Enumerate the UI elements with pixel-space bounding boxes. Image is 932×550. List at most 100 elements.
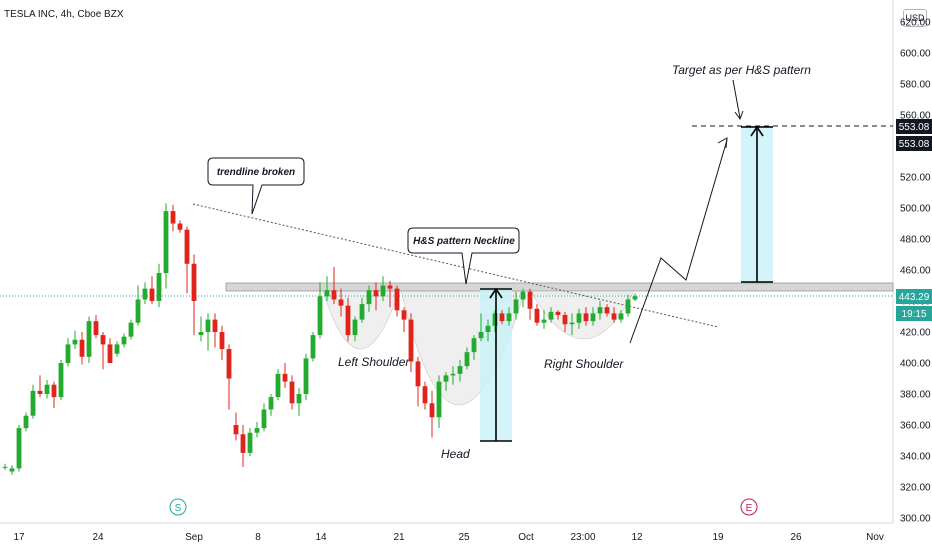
candle: [443, 372, 449, 391]
candle-body: [471, 338, 477, 353]
candle: [618, 310, 624, 323]
candle: [170, 204, 176, 232]
candle: [9, 465, 15, 475]
candle: [296, 387, 302, 416]
candle: [310, 332, 316, 362]
left-shoulder-label: Left Shoulder: [338, 355, 410, 369]
candle-body: [506, 313, 512, 322]
candle-body: [352, 319, 358, 336]
candle: [457, 359, 463, 382]
candle: [156, 263, 162, 308]
candle-body: [310, 335, 316, 359]
split-event-label: S: [175, 503, 182, 514]
candle-body: [149, 288, 155, 301]
x-axis: 17 24 Sep 8 14 21 25 Oct 23:00 12 19 26 Nov: [13, 532, 883, 543]
x-tick-label: 23:00: [570, 532, 595, 543]
candle-body: [303, 358, 309, 394]
candle: [625, 294, 631, 317]
candle-body: [394, 288, 400, 311]
candle-body: [436, 381, 442, 418]
y-tick-label: 420.00: [900, 328, 931, 339]
candle-body: [401, 310, 407, 320]
candle-body: [576, 313, 582, 323]
y-tick-label: 480.00: [900, 235, 931, 246]
split-event-marker[interactable]: S: [169, 498, 187, 516]
candle: [373, 282, 379, 311]
y-tick-label: 320.00: [900, 483, 931, 494]
candle: [492, 310, 498, 332]
target-annotation: Target as per H&S pattern: [672, 63, 811, 77]
trendline: [192, 203, 719, 328]
y-tick-label: 460.00: [900, 266, 931, 277]
candle: [191, 254, 197, 336]
candle: [289, 375, 295, 410]
x-tick-label: 26: [790, 532, 802, 543]
candle: [485, 319, 491, 342]
svg-text:19:15: 19:15: [901, 309, 926, 320]
current-price-label: 443.29: [896, 289, 932, 304]
candle: [548, 307, 554, 323]
candle-body: [366, 290, 372, 305]
candle: [345, 297, 351, 342]
candle-body: [317, 296, 323, 336]
candle-body: [604, 307, 610, 314]
candle: [51, 381, 57, 408]
candle-body: [226, 349, 232, 379]
target-price-label-lower: 553.08: [896, 136, 932, 151]
candle: [86, 316, 92, 363]
candle: [121, 333, 127, 348]
x-tick-label: Oct: [518, 532, 534, 543]
candle: [23, 412, 29, 432]
candle: [219, 325, 225, 360]
candle: [604, 304, 610, 317]
candle: [338, 288, 344, 317]
neckline-callout: H&S pattern Neckline: [407, 227, 520, 285]
candle: [37, 375, 43, 398]
candle-body: [450, 373, 456, 376]
candle: [401, 307, 407, 332]
candle-body: [499, 313, 505, 322]
candle-body: [457, 366, 463, 374]
y-axis: 620.00600.00580.00560.00540.00520.00500.…: [900, 18, 931, 525]
head-label: Head: [441, 447, 470, 461]
y-tick-label: 560.00: [900, 111, 931, 122]
candle: [632, 293, 638, 301]
candle: [464, 347, 470, 370]
candle-body: [548, 311, 554, 320]
x-tick-label: 25: [458, 532, 470, 543]
currency-badge[interactable]: USD: [903, 9, 927, 27]
candle-body: [478, 332, 484, 339]
y-tick-label: 400.00: [900, 359, 931, 370]
candle-body: [282, 373, 288, 382]
candle-body: [485, 325, 491, 332]
earnings-event-marker[interactable]: E: [740, 498, 758, 516]
earnings-event-label: E: [746, 503, 753, 514]
candle: [499, 310, 505, 325]
candle-body: [569, 322, 575, 325]
candle: [506, 307, 512, 326]
candle-body: [359, 304, 365, 320]
candle: [576, 308, 582, 329]
candle-body: [611, 313, 617, 320]
candle: [352, 316, 358, 342]
candle: [359, 297, 365, 323]
target-pointer-head: [734, 110, 744, 121]
candle-body: [51, 384, 57, 398]
candle-body: [429, 403, 435, 418]
candle-body: [254, 428, 260, 433]
candle-body: [261, 409, 267, 429]
candle: [2, 463, 8, 470]
x-tick-label: Nov: [866, 532, 884, 543]
candle-body: [387, 285, 393, 289]
candle: [254, 421, 260, 438]
candle-body: [275, 373, 281, 398]
candle-body: [632, 296, 638, 300]
candle: [527, 288, 533, 320]
candle: [198, 316, 204, 342]
candle: [58, 359, 64, 401]
candles: [2, 203, 638, 475]
candle: [324, 276, 330, 301]
x-tick-label: 12: [631, 532, 643, 543]
candle: [387, 280, 393, 308]
